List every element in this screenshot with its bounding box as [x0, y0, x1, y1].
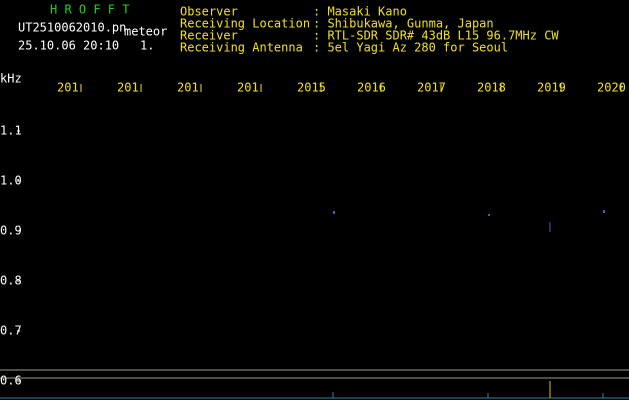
info-value: : 5el Yagi Az 280 for Seoul — [313, 41, 508, 55]
unit-label: kHz — [0, 72, 22, 86]
x-tick-label: 201 — [177, 81, 199, 95]
y-tick-label: 0.7 — [0, 324, 22, 338]
info-value: : Shibukawa, Gunma, Japan — [313, 17, 494, 31]
echo-dot — [488, 214, 490, 216]
index: 1. — [140, 39, 154, 53]
echo-dot — [333, 211, 335, 214]
app-title: H R O F F T — [50, 3, 129, 17]
x-tick-label: 2017 — [417, 81, 446, 95]
file-name: UT2510062010.pn — [18, 21, 126, 35]
x-tick-label: 201 — [57, 81, 79, 95]
echo-dot — [603, 210, 605, 213]
y-tick-label: 1.1 — [0, 124, 22, 138]
y-tick-label: 0.9 — [0, 224, 22, 238]
info-value: : Masaki Kano — [313, 5, 407, 19]
y-tick-label: 1.0 — [0, 174, 22, 188]
x-tick-label: 2015 — [297, 81, 326, 95]
x-tick-label: 2016 — [357, 81, 386, 95]
datetime: 25.10.06 20:10 — [18, 39, 119, 53]
info-label: Receiver — [180, 29, 238, 43]
x-tick-label: 2020 — [597, 81, 626, 95]
x-tick-label: 2018 — [477, 81, 506, 95]
x-tick-label: 201 — [237, 81, 259, 95]
info-label: Receiving Location — [180, 17, 310, 31]
mode: meteor — [124, 25, 167, 39]
info-label: Receiving Antenna — [180, 41, 303, 55]
info-value: : RTL-SDR SDR# 43dB L15 96.7MHz CW — [313, 29, 559, 43]
y-tick-label: 0.6 — [0, 374, 22, 388]
x-tick-label: 201 — [117, 81, 139, 95]
x-tick-label: 2019 — [537, 81, 566, 95]
y-tick-label: 0.8 — [0, 274, 22, 288]
info-label: Observer — [180, 5, 238, 19]
